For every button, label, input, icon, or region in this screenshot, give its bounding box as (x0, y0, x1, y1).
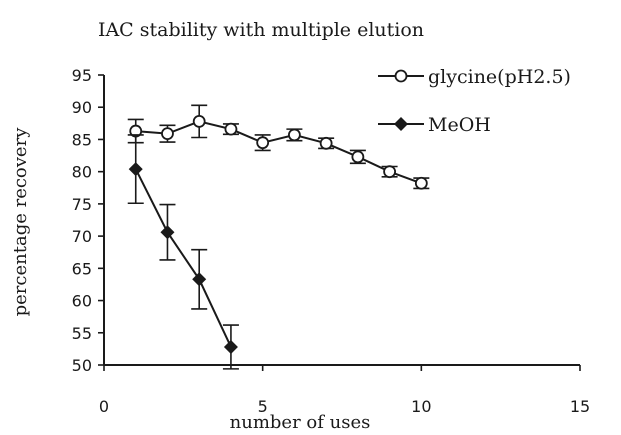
data-point (256, 136, 270, 150)
legend-marker-meoh (394, 117, 408, 131)
y-tick-label: 90 (72, 98, 92, 117)
data-point (160, 225, 175, 240)
y-tick-label: 75 (72, 195, 92, 214)
data-point (192, 115, 206, 128)
series-glycine (127, 104, 430, 190)
data-point (351, 150, 365, 164)
y-axis-label: percentage recovery (10, 127, 31, 317)
y-ticks: 50 55 60 65 70 75 80 85 90 95 (72, 66, 104, 375)
y-tick-label: 80 (72, 163, 92, 182)
x-tick-label: 5 (258, 397, 268, 416)
legend: glycine(pH2.5) MeOH (378, 66, 571, 136)
legend-item-meoh: MeOH (378, 114, 491, 136)
x-tick-label: 10 (411, 397, 431, 416)
x-tick-label: 0 (99, 397, 109, 416)
data-point (223, 339, 238, 354)
series-meoh (127, 134, 239, 370)
data-point (128, 162, 143, 177)
data-point (319, 136, 333, 150)
series-layer (127, 104, 430, 370)
y-tick-label: 85 (72, 130, 92, 149)
legend-label-glycine: glycine(pH2.5) (428, 66, 571, 88)
data-point (192, 272, 207, 287)
legend-marker-glycine (394, 69, 408, 83)
chart-title: IAC stability with multiple elution (98, 19, 424, 41)
data-point (224, 122, 238, 136)
data-point (287, 128, 301, 142)
x-ticks: 0 5 10 15 (99, 365, 590, 416)
y-tick-label: 70 (72, 227, 92, 246)
y-tick-label: 50 (72, 356, 92, 375)
y-tick-label: 95 (72, 66, 92, 85)
data-point (383, 165, 397, 179)
series-line-meoh (134, 168, 232, 348)
y-tick-label: 65 (72, 259, 92, 278)
legend-item-glycine: glycine(pH2.5) (378, 66, 571, 88)
y-tick-label: 55 (72, 324, 92, 343)
x-tick-label: 15 (570, 397, 590, 416)
legend-label-meoh: MeOH (428, 114, 491, 136)
series-line-glycine (135, 120, 422, 185)
data-point (161, 127, 174, 141)
y-tick-label: 60 (72, 292, 92, 311)
plot-area: 50 55 60 65 70 75 80 85 90 95 0 5 10 15 (72, 66, 591, 416)
x-axis-label: number of uses (230, 412, 371, 433)
data-point (414, 176, 428, 190)
